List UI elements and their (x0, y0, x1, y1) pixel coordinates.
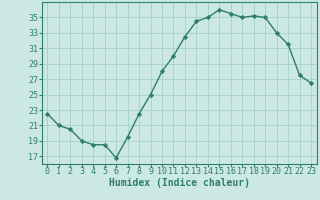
X-axis label: Humidex (Indice chaleur): Humidex (Indice chaleur) (109, 178, 250, 188)
